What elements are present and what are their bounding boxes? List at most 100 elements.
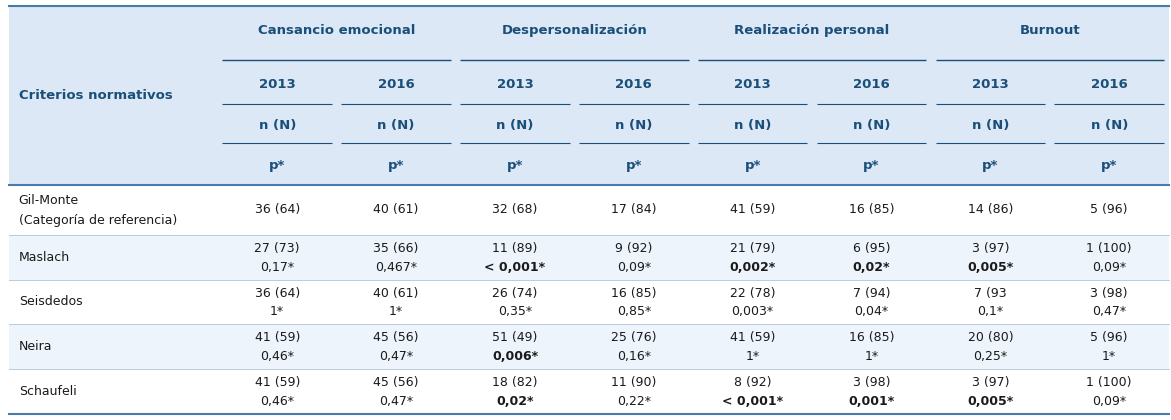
Text: 41 (59): 41 (59): [730, 204, 775, 216]
Text: 0,25*: 0,25*: [973, 350, 1007, 363]
Text: 3 (97): 3 (97): [972, 242, 1009, 255]
Text: p*: p*: [863, 159, 879, 172]
Text: p*: p*: [388, 159, 404, 172]
Text: p*: p*: [507, 159, 523, 172]
Text: 1*: 1*: [1102, 350, 1116, 363]
Text: 2013: 2013: [259, 78, 295, 91]
Text: 9 (92): 9 (92): [615, 242, 652, 255]
Text: 32 (68): 32 (68): [492, 204, 537, 216]
Text: 16 (85): 16 (85): [849, 331, 895, 344]
Text: 21 (79): 21 (79): [730, 242, 775, 255]
Text: 36 (64): 36 (64): [254, 286, 300, 299]
Text: 41 (59): 41 (59): [730, 331, 775, 344]
Text: 0,22*: 0,22*: [617, 395, 651, 408]
Text: 14 (86): 14 (86): [967, 204, 1013, 216]
Text: 0,003*: 0,003*: [732, 305, 774, 318]
Text: 22 (78): 22 (78): [730, 286, 775, 299]
Text: 5 (96): 5 (96): [1090, 331, 1128, 344]
Text: n (N): n (N): [1090, 119, 1128, 132]
Text: 6 (95): 6 (95): [852, 242, 890, 255]
Text: n (N): n (N): [615, 119, 652, 132]
Text: 1*: 1*: [271, 305, 285, 318]
Text: 0,005*: 0,005*: [967, 260, 1013, 273]
Text: 2013: 2013: [734, 78, 771, 91]
Text: 11 (90): 11 (90): [611, 376, 657, 389]
Text: 40 (61): 40 (61): [374, 204, 419, 216]
Text: 3 (97): 3 (97): [972, 376, 1009, 389]
Text: 0,02*: 0,02*: [497, 395, 534, 408]
Text: 2016: 2016: [378, 78, 415, 91]
Text: 2013: 2013: [972, 78, 1008, 91]
Text: 0,09*: 0,09*: [1093, 395, 1127, 408]
Text: 7 (93: 7 (93: [974, 286, 1007, 299]
Text: 2016: 2016: [1091, 78, 1128, 91]
Text: 51 (49): 51 (49): [492, 331, 537, 344]
Text: 0,1*: 0,1*: [978, 305, 1004, 318]
Text: 0,46*: 0,46*: [260, 395, 294, 408]
Bar: [9, 235, 1169, 280]
Bar: [9, 6, 1169, 185]
Text: Gil-Monte: Gil-Monte: [19, 194, 78, 207]
Text: 0,17*: 0,17*: [260, 260, 294, 273]
Text: 8 (92): 8 (92): [734, 376, 772, 389]
Text: 3 (98): 3 (98): [852, 376, 890, 389]
Text: n (N): n (N): [259, 119, 296, 132]
Text: 17 (84): 17 (84): [611, 204, 657, 216]
Text: n (N): n (N): [377, 119, 415, 132]
Text: 0,47*: 0,47*: [379, 395, 413, 408]
Text: 25 (76): 25 (76): [611, 331, 657, 344]
Text: 35 (66): 35 (66): [374, 242, 419, 255]
Text: 0,47*: 0,47*: [379, 350, 413, 363]
Text: 45 (56): 45 (56): [374, 331, 419, 344]
Text: 26 (74): 26 (74): [492, 286, 537, 299]
Text: 1 (100): 1 (100): [1087, 376, 1132, 389]
Text: p*: p*: [1101, 159, 1117, 172]
Text: Maslach: Maslach: [19, 251, 70, 264]
Text: 16 (85): 16 (85): [611, 286, 657, 299]
Text: 0,16*: 0,16*: [617, 350, 651, 363]
Text: 0,02*: 0,02*: [852, 260, 890, 273]
Text: Neira: Neira: [19, 340, 53, 353]
Text: 0,35*: 0,35*: [498, 305, 532, 318]
Text: Despersonalización: Despersonalización: [501, 24, 648, 37]
Text: 0,04*: 0,04*: [855, 305, 889, 318]
Text: Realización personal: Realización personal: [734, 24, 890, 37]
Text: Cansancio emocional: Cansancio emocional: [258, 24, 416, 37]
Text: n (N): n (N): [734, 119, 772, 132]
Text: 0,001*: 0,001*: [849, 395, 895, 408]
Text: < 0,001*: < 0,001*: [485, 260, 546, 273]
Text: 0,005*: 0,005*: [967, 395, 1013, 408]
Text: 36 (64): 36 (64): [254, 204, 300, 216]
Text: 16 (85): 16 (85): [849, 204, 895, 216]
Text: 41 (59): 41 (59): [254, 376, 300, 389]
Text: 5 (96): 5 (96): [1090, 204, 1128, 216]
Text: 1 (100): 1 (100): [1087, 242, 1132, 255]
Text: 0,85*: 0,85*: [617, 305, 651, 318]
Text: 41 (59): 41 (59): [254, 331, 300, 344]
Text: 7 (94): 7 (94): [852, 286, 890, 299]
Text: 0,006*: 0,006*: [492, 350, 537, 363]
Text: 2016: 2016: [616, 78, 652, 91]
Text: 0,09*: 0,09*: [1093, 260, 1127, 273]
Text: p*: p*: [745, 159, 761, 172]
Text: 45 (56): 45 (56): [374, 376, 419, 389]
Text: Schaufeli: Schaufeli: [19, 385, 76, 398]
Text: 0,09*: 0,09*: [617, 260, 651, 273]
Text: p*: p*: [269, 159, 286, 172]
Text: Burnout: Burnout: [1020, 24, 1080, 37]
Text: Seisdedos: Seisdedos: [19, 295, 82, 308]
Text: n (N): n (N): [972, 119, 1009, 132]
Text: 0,467*: 0,467*: [375, 260, 417, 273]
Text: Criterios normativos: Criterios normativos: [19, 89, 172, 102]
Text: p*: p*: [982, 159, 999, 172]
Text: 0,47*: 0,47*: [1093, 305, 1127, 318]
Text: 18 (82): 18 (82): [492, 376, 537, 389]
Text: 0,46*: 0,46*: [260, 350, 294, 363]
Text: (Categoría de referencia): (Categoría de referencia): [19, 215, 177, 228]
Text: 11 (89): 11 (89): [492, 242, 537, 255]
Text: 1*: 1*: [389, 305, 403, 318]
Text: 2013: 2013: [497, 78, 533, 91]
Text: 40 (61): 40 (61): [374, 286, 419, 299]
Text: 20 (80): 20 (80): [967, 331, 1013, 344]
Text: 3 (98): 3 (98): [1090, 286, 1128, 299]
